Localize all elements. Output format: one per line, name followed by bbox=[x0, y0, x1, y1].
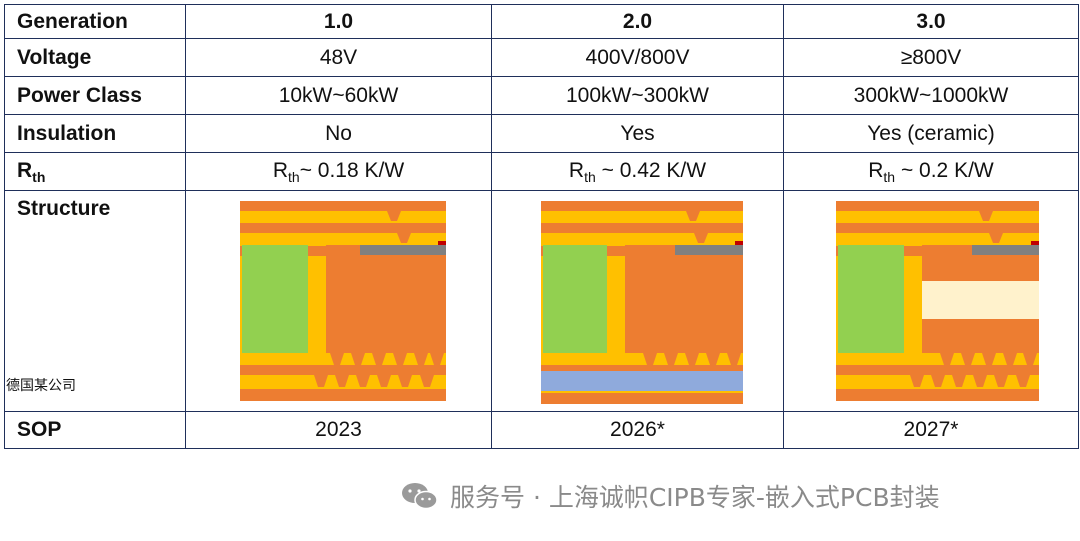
cell-insulation-gen2: Yes bbox=[491, 114, 784, 153]
row-label-voltage: Voltage bbox=[4, 38, 186, 77]
cell-insulation-gen1: No bbox=[185, 114, 492, 153]
row-label-structure: Structure bbox=[17, 197, 111, 220]
table-row-voltage: Voltage 48V 400V/800V ≥800V bbox=[4, 38, 1079, 77]
table-row-insulation: Insulation No Yes Yes (ceramic) bbox=[4, 114, 1079, 153]
row-label-rth: Rth bbox=[4, 152, 186, 191]
table-row-structure: Structure 德国某公司 bbox=[4, 190, 1079, 412]
cell-voltage-gen1: 48V bbox=[185, 38, 492, 77]
row-label-sop: SOP bbox=[4, 411, 186, 449]
table-row-rth: Rth Rth~ 0.18 K/W Rth ~ 0.42 K/W Rth ~ 0… bbox=[4, 152, 1079, 191]
wechat-icon bbox=[402, 483, 438, 510]
structure-diagram-gen1-cell bbox=[185, 190, 492, 412]
cell-insulation-gen3: Yes (ceramic) bbox=[783, 114, 1079, 153]
table-row-power-class: Power Class 10kW~60kW 100kW~300kW 300kW~… bbox=[4, 76, 1079, 115]
table-row-sop: SOP 2023 2026* 2027* bbox=[4, 411, 1079, 449]
cell-power-gen1: 10kW~60kW bbox=[185, 76, 492, 115]
cell-power-gen2: 100kW~300kW bbox=[491, 76, 784, 115]
table-row-generation: Generation 1.0 2.0 3.0 bbox=[4, 4, 1079, 39]
cell-sop-gen1: 2023 bbox=[185, 411, 492, 449]
cell-sop-gen2: 2026* bbox=[491, 411, 784, 449]
wechat-watermark: 服务号 · 上海诚帜CIPB专家-嵌入式PCB封装 bbox=[400, 478, 940, 514]
cell-power-gen3: 300kW~1000kW bbox=[783, 76, 1079, 115]
watermark-text: 服务号 · 上海诚帜CIPB专家-嵌入式PCB封装 bbox=[450, 483, 940, 512]
row-label-insulation: Insulation bbox=[4, 114, 186, 153]
company-note: 德国某公司 bbox=[6, 378, 76, 394]
generation-spec-table: Generation 1.0 2.0 3.0 Voltage 48V 400V/… bbox=[4, 4, 1079, 449]
structure-diagram-gen1 bbox=[240, 201, 446, 401]
cell-voltage-gen3: ≥800V bbox=[783, 38, 1079, 77]
cell-voltage-gen2: 400V/800V bbox=[491, 38, 784, 77]
structure-diagram-gen3-cell bbox=[783, 190, 1079, 412]
col-header-gen3: 3.0 bbox=[783, 4, 1079, 39]
cell-rth-gen3: Rth ~ 0.2 K/W bbox=[783, 152, 1079, 191]
cell-sop-gen3: 2027* bbox=[783, 411, 1079, 449]
structure-diagram-gen3 bbox=[836, 201, 1039, 401]
row-label-power-class: Power Class bbox=[4, 76, 186, 115]
col-header-gen1: 1.0 bbox=[185, 4, 492, 39]
structure-diagram-gen2-cell bbox=[491, 190, 784, 412]
cell-rth-gen2: Rth ~ 0.42 K/W bbox=[491, 152, 784, 191]
row-label-structure-cell: Structure 德国某公司 bbox=[4, 190, 186, 412]
cell-rth-gen1: Rth~ 0.18 K/W bbox=[185, 152, 492, 191]
structure-diagram-gen2 bbox=[541, 201, 743, 404]
row-label-generation: Generation bbox=[4, 4, 186, 39]
col-header-gen2: 2.0 bbox=[491, 4, 784, 39]
